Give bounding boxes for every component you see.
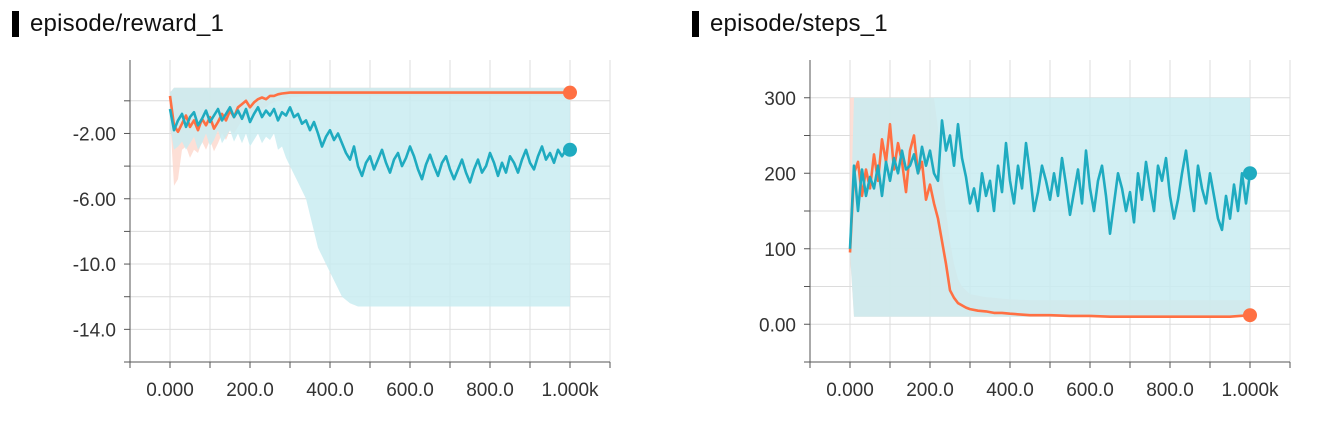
x-tick-label: 600.0: [1066, 380, 1114, 401]
x-tick-label: 400.0: [306, 380, 354, 401]
series-end-marker-1: [1243, 166, 1257, 181]
series-end-marker-0: [563, 85, 577, 100]
x-tick-label: 200.0: [226, 380, 274, 401]
steps-chart: 300 200 100 0.00 0.000 200.0 400.0 600.0 800.0 1.…: [759, 60, 1291, 401]
chart-title-row: episode/reward_1: [12, 10, 224, 38]
x-tick-label: 800.0: [1146, 380, 1194, 401]
chart-panel-steps: episode/steps_1 300 200 100 0.00 0.000 200.0 4…: [680, 0, 1336, 422]
series-line-0: [848, 122, 1251, 318]
x-tick-label: 600.0: [386, 380, 434, 401]
y-tick-label: 200: [764, 164, 796, 185]
x-tick-label: 1.000k: [1221, 380, 1279, 401]
x-tick-label: 800.0: [466, 380, 514, 401]
series-line-1: [168, 106, 572, 184]
title-marker: [12, 11, 19, 37]
title-marker: [692, 11, 699, 37]
y-tick-label: -6.00: [73, 190, 116, 211]
y-tick-label: 0.00: [759, 315, 796, 336]
y-tick-label: 100: [764, 240, 796, 261]
reward-chart: -2.00 -6.00 -10.0 -14.0 0.000 200.0 400.0 600.0…: [73, 60, 611, 401]
x-tick-label: 400.0: [986, 380, 1034, 401]
x-tick-label: 0.000: [146, 380, 194, 401]
y-tick-label: -2.00: [73, 124, 116, 145]
series-end-marker-1: [563, 142, 577, 157]
chart-title-row: episode/steps_1: [692, 10, 888, 38]
x-tick-label: 1.000k: [541, 380, 599, 401]
y-tick-label: -10.0: [73, 255, 116, 276]
chart-title: episode/reward_1: [30, 10, 224, 37]
series-band-1: [850, 97, 1250, 317]
series-end-marker-0: [1243, 308, 1257, 323]
chart-title: episode/steps_1: [710, 10, 888, 37]
series-line-1: [848, 119, 1252, 249]
series-band-1: [170, 87, 570, 307]
chart-panel-reward: episode/reward_1 -2.00 -6.00 -10.0 -14.0 0.0…: [12, 10, 611, 401]
series-line-0: [168, 91, 570, 134]
x-tick-label: 200.0: [906, 380, 954, 401]
y-tick-label: 300: [764, 89, 796, 110]
y-tick-label: -14.0: [73, 320, 116, 341]
x-tick-label: 0.000: [826, 380, 874, 401]
